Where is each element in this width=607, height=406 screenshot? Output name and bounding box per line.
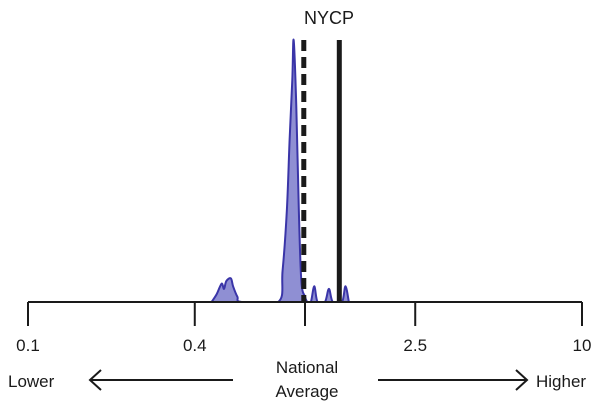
density-area	[209, 38, 351, 303]
chart-title: NYCP	[304, 8, 354, 28]
x-tick-label: 0.4	[183, 336, 207, 355]
x-tick-label: 0.1	[16, 336, 40, 355]
density-layer	[209, 38, 351, 303]
national-average-label-line1: National	[276, 358, 338, 377]
x-axis-ticks: 0.1 0.4 2.5 10	[16, 302, 591, 355]
higher-arrow-icon	[378, 369, 529, 391]
lower-label: Lower	[8, 372, 55, 391]
higher-label: Higher	[536, 372, 586, 391]
x-tick-label: 2.5	[403, 336, 427, 355]
reference-lines	[301, 40, 342, 302]
national-average-label-line2: Average	[275, 382, 338, 401]
x-tick-label: 10	[573, 336, 592, 355]
lower-arrow-icon	[88, 369, 233, 391]
